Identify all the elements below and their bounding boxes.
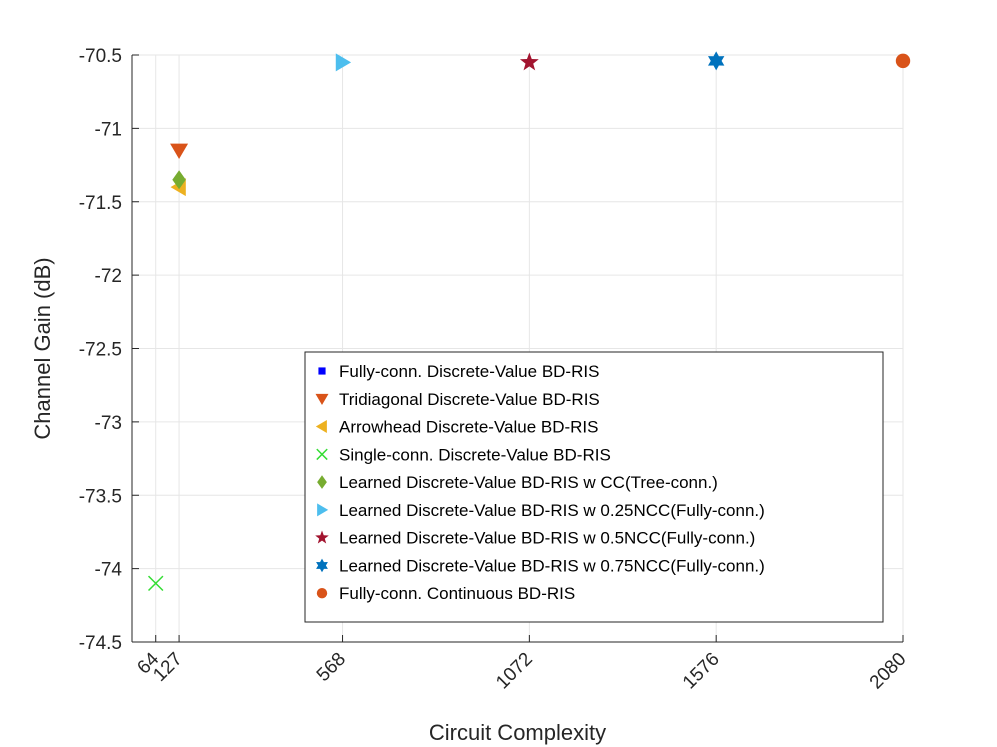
legend-marker	[315, 530, 329, 544]
data-point	[147, 575, 164, 592]
data-point	[519, 52, 539, 71]
y-tick-label: -70.5	[79, 46, 122, 67]
data-point	[335, 53, 352, 72]
y-tick-label: -74	[95, 560, 123, 581]
data-markers	[147, 51, 911, 592]
y-tick-label: -72.5	[79, 340, 122, 361]
legend-marker	[318, 367, 326, 375]
legend-entry-label: Learned Discrete-Value BD-RIS w 0.25NCC(…	[339, 501, 765, 520]
y-tick-label: -71	[95, 119, 122, 140]
legend-entry-label: Learned Discrete-Value BD-RIS w 0.75NCC(…	[339, 556, 765, 575]
legend-marker	[317, 475, 327, 489]
data-point	[172, 170, 186, 190]
axes	[131, 54, 904, 643]
legend-entry-label: Tridiagonal Discrete-Value BD-RIS	[339, 390, 600, 409]
legend-entry-label: Arrowhead Discrete-Value BD-RIS	[339, 418, 599, 437]
data-point	[895, 53, 911, 69]
legend-box	[304, 351, 884, 623]
legend-marker	[316, 588, 328, 599]
legend-entry-label: Fully-conn. Continuous BD-RIS	[339, 584, 575, 603]
legend-marker	[315, 420, 327, 434]
y-tick-label: -72	[95, 266, 122, 287]
y-tick-label: -74.5	[79, 633, 122, 654]
data-point	[170, 143, 189, 159]
legend-entry-label: Fully-conn. Discrete-Value BD-RIS	[339, 362, 599, 381]
legend-entry-label: Learned Discrete-Value BD-RIS w CC(Tree-…	[339, 473, 718, 492]
y-tick-label: -73.5	[79, 486, 122, 507]
y-tick-label: -73	[95, 413, 122, 434]
legend-marker	[316, 448, 328, 461]
legend-entry-label: Learned Discrete-Value BD-RIS w 0.5NCC(F…	[339, 529, 755, 548]
data-point	[708, 51, 725, 71]
y-tick-label: -71.5	[79, 193, 122, 214]
legend-marker	[315, 393, 329, 405]
legend-marker	[317, 503, 329, 517]
legend: Fully-conn. Discrete-Value BD-RIS Tridiag…	[304, 351, 884, 623]
legend-entry-label: Single-conn. Discrete-Value BD-RIS	[339, 445, 611, 464]
x-axis-label: Circuit Complexity	[429, 720, 606, 745]
y-axis-label: Channel Gain (dB)	[30, 257, 55, 439]
legend-marker	[316, 558, 328, 573]
